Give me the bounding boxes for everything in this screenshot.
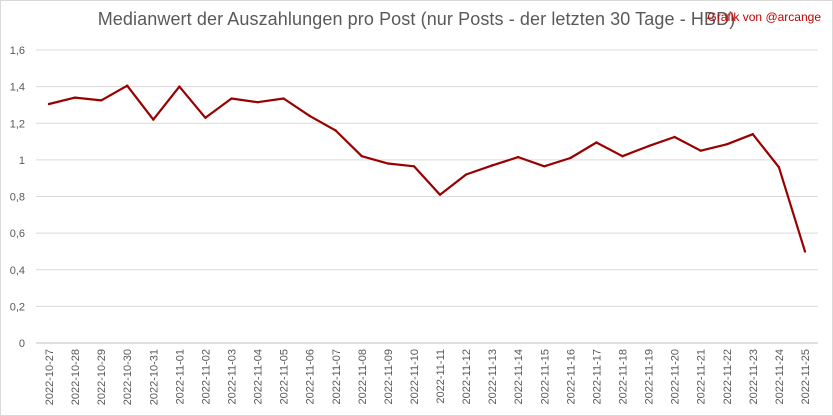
x-tick-label: 2022-11-23: [748, 349, 760, 404]
x-tick-label: 2022-11-18: [618, 349, 630, 404]
y-tick-label: 1: [19, 155, 25, 167]
x-tick-label: 2022-10-31: [148, 349, 160, 405]
data-point: [595, 141, 598, 144]
chart-title: Medianwert der Auszahlungen pro Post (nu…: [97, 9, 736, 29]
y-axis: 0 0,2 0,4 0,6 0,8 1 1,2 1,4 1,6: [10, 45, 25, 350]
data-point: [647, 144, 650, 148]
x-tick-label: 2022-11-19: [644, 349, 656, 404]
y-tick-label: 1,6: [10, 45, 25, 57]
x-tick-label: 2022-11-10: [409, 349, 421, 404]
data-point: [73, 96, 77, 99]
data-point: [308, 114, 311, 118]
x-tick-label: 2022-11-01: [174, 349, 186, 404]
data-point: [47, 102, 51, 106]
data-point: [543, 165, 546, 168]
y-tick-label: 0: [19, 338, 25, 350]
x-axis: 2022-10-27 2022-10-28 2022-10-29 2022-10-30…: [44, 349, 812, 405]
x-tick-label: 2022-11-05: [279, 349, 291, 404]
x-tick-label: 2022-11-16: [565, 349, 577, 404]
x-tick-label: 2022-10-28: [70, 349, 82, 405]
data-point: [204, 116, 207, 119]
data-point: [517, 155, 520, 159]
x-tick-label: 2022-11-07: [331, 349, 343, 404]
x-tick-label: 2022-10-30: [122, 349, 134, 405]
data-point: [126, 84, 129, 87]
chart-credit: Grafik von @arcange: [707, 10, 821, 24]
x-tick-label: 2022-10-29: [96, 349, 108, 405]
data-point: [334, 129, 337, 132]
data-point: [464, 173, 468, 176]
x-tick-label: 2022-11-02: [200, 349, 212, 404]
data-point: [256, 100, 259, 104]
data-point: [803, 250, 807, 253]
x-tick-label: 2022-11-04: [253, 349, 265, 404]
y-tick-label: 0,8: [10, 192, 25, 204]
x-tick-label: 2022-11-09: [383, 349, 395, 404]
data-point: [725, 143, 728, 146]
x-tick-label: 2022-11-13: [487, 349, 499, 404]
x-tick-label: 2022-11-22: [722, 349, 734, 404]
x-tick-label: 2022-11-06: [305, 349, 317, 404]
data-point: [621, 155, 624, 158]
data-point: [412, 165, 416, 168]
x-tick-label: 2022-11-15: [539, 349, 551, 404]
y-tick-label: 0,6: [10, 228, 25, 240]
series-group: [47, 84, 807, 253]
x-tick-label: 2022-10-27: [44, 349, 56, 405]
gridlines: [36, 49, 818, 344]
data-point: [360, 155, 364, 158]
data-point: [438, 193, 442, 196]
y-tick-label: 0,4: [10, 265, 25, 277]
data-point: [777, 166, 781, 169]
x-tick-label: 2022-11-12: [461, 349, 473, 404]
data-point: [490, 164, 494, 167]
data-point: [699, 149, 702, 152]
data-point: [230, 97, 233, 100]
x-tick-label: 2022-11-24: [774, 349, 786, 404]
y-tick-label: 1,4: [10, 82, 25, 94]
x-tick-label: 2022-11-08: [357, 349, 369, 404]
data-point: [178, 85, 181, 88]
x-tick-label: 2022-11-14: [513, 349, 525, 404]
x-tick-label: 2022-11-11: [435, 349, 447, 404]
data-point: [152, 118, 155, 121]
data-point: [569, 156, 572, 160]
series-line: [47, 84, 807, 253]
x-tick-label: 2022-11-25: [800, 349, 812, 404]
x-tick-label: 2022-11-20: [670, 349, 682, 404]
data-point: [386, 162, 390, 165]
x-tick-label: 2022-11-17: [591, 349, 603, 404]
x-tick-label: 2022-11-03: [227, 349, 239, 404]
data-point: [282, 97, 285, 100]
y-tick-label: 0,2: [10, 301, 25, 313]
data-point: [99, 99, 103, 102]
data-point: [751, 133, 755, 136]
data-point: [673, 135, 676, 139]
y-tick-label: 1,2: [10, 118, 25, 130]
x-tick-label: 2022-11-21: [696, 349, 708, 404]
